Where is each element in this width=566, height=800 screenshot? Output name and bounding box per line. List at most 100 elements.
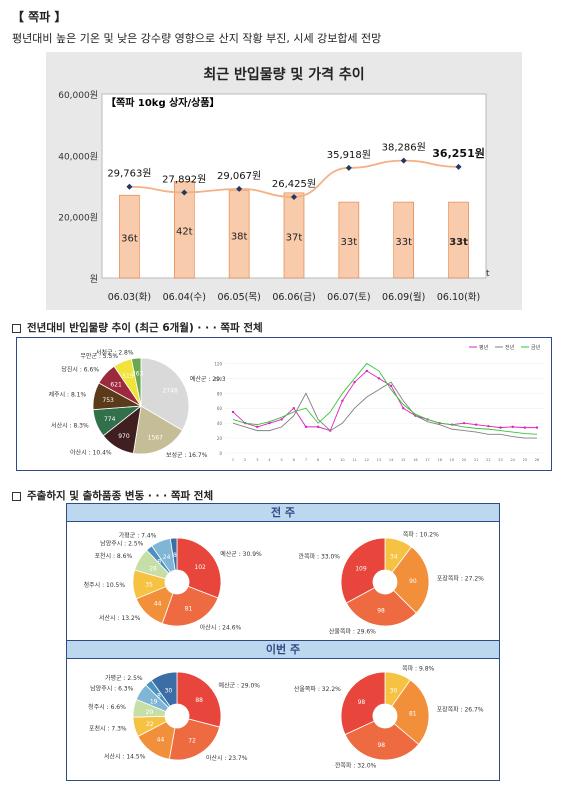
- legend-label: 평년: [479, 344, 489, 351]
- region-value: 753: [102, 397, 114, 404]
- region-label: 제주시 : 8.1%: [49, 391, 87, 399]
- series-point: [377, 377, 381, 380]
- origin-this-value: 44: [157, 737, 165, 744]
- region-value: 515: [122, 373, 134, 380]
- x-tick-label: 14: [389, 458, 394, 462]
- variety-last-value: 98: [377, 608, 385, 615]
- x-tick-label: 13: [377, 458, 381, 462]
- y-tick-label: 60: [217, 406, 223, 411]
- origin-last-value: 102: [194, 564, 206, 571]
- legend-label: 전년: [505, 344, 515, 351]
- region-slice: [130, 357, 142, 407]
- price-label: 27,892원: [162, 173, 206, 185]
- variety-last-label: 쪽파 : 10.2%: [403, 531, 439, 539]
- checkbox-icon: [12, 323, 21, 333]
- origin-last-slice: [176, 537, 222, 599]
- x-tick-label: 22: [486, 458, 490, 462]
- section-heading-text: 전년대비 반입물량 추이 (최근 6개월) · · · 쪽파 전체: [27, 322, 263, 334]
- bar-label: 36t: [121, 234, 138, 245]
- bar-label: 38t: [231, 231, 248, 242]
- x-tick-label: 20: [462, 458, 466, 462]
- origin-last-slice: [161, 585, 219, 627]
- x-tick-label: 06.03(화): [108, 292, 151, 303]
- variety-last-value: 90: [409, 578, 417, 585]
- series-line: [232, 381, 537, 439]
- series-point: [292, 407, 295, 410]
- variety-this-value: 81: [409, 710, 417, 717]
- variety-this-label: 쪽파 : 9.8%: [402, 664, 434, 672]
- variety-this-slice: [344, 720, 420, 761]
- x-tick-label: 12: [365, 458, 369, 462]
- x-tick-label: 16: [413, 458, 417, 462]
- origin-this-label: 아산시 : 23.7%: [206, 754, 248, 762]
- x-tick-label: 25: [523, 458, 527, 462]
- x-tick-label: 06.05(목): [217, 292, 260, 303]
- bar: [173, 181, 195, 279]
- x-tick-label: 1: [232, 458, 234, 462]
- origin-last-value: 35: [145, 582, 153, 589]
- x-tick-label: 21: [474, 458, 478, 462]
- legend-label: 금년: [531, 344, 541, 351]
- x-tick-label: 26: [535, 458, 539, 462]
- variety-this-label: 포장쪽파 : 26.7%: [437, 706, 484, 714]
- origin-variety-box: 전 주 이번 주 102 예산군 : 30.9% 81 아산시 : 24.6% 44 서산…: [66, 503, 500, 781]
- series-point: [499, 426, 502, 429]
- y-tick-label: 0: [219, 451, 222, 456]
- series-point: [231, 410, 235, 414]
- origin-last-label: 가평군 : 7.4%: [119, 532, 157, 540]
- origin-this-label: 서산시 : 14.5%: [104, 752, 146, 760]
- x-tick-label: 7: [305, 458, 307, 462]
- section-heading-origin: 주출하지 및 출하품종 변동 · · · 쪽파 전체: [12, 488, 213, 503]
- bar: [338, 201, 360, 279]
- origin-last-value: 81: [185, 605, 193, 612]
- variety-last-label: 산울쪽파 : 29.6%: [329, 627, 376, 635]
- price-marker: [291, 193, 297, 200]
- checkbox-icon: [12, 491, 21, 501]
- x-tick-label: 06.06(금): [272, 292, 315, 303]
- y-tick-label: 60,000원: [58, 90, 98, 101]
- bar-label: 37t: [286, 232, 303, 243]
- bar: [283, 192, 305, 279]
- y-tick-label: 80: [217, 391, 223, 396]
- price-label: 29,067원: [217, 170, 261, 182]
- region-label: 보성군 : 16.7%: [166, 451, 208, 459]
- price-label: 26,425원: [272, 178, 316, 190]
- price-label: 35,918원: [327, 149, 371, 161]
- region-value: 774: [104, 416, 116, 423]
- region-label: 서천군 : 2.8%: [96, 348, 134, 356]
- series-line: [232, 362, 538, 435]
- variety-last-label: 포장쪽파 : 27.2%: [437, 574, 484, 582]
- y-tick-label: 20: [217, 436, 223, 441]
- variety-last-label: 깐쪽파 : 33.0%: [299, 552, 341, 560]
- x-tick-label: 23: [498, 458, 502, 462]
- series-point: [487, 424, 490, 428]
- series-point: [523, 426, 527, 429]
- series-point: [316, 425, 320, 429]
- region-label: 서산시 : 8.3%: [51, 422, 89, 430]
- price-marker: [181, 189, 188, 196]
- variety-this-value: 98: [358, 699, 366, 706]
- origin-last-value: 28: [149, 566, 157, 573]
- variety-this-slice: [340, 671, 386, 736]
- series-point: [341, 399, 344, 402]
- section-heading-volume: 전년대비 반입물량 추이 (최근 6개월) · · · 쪽파 전체: [12, 320, 263, 335]
- origin-this-slice: [176, 671, 222, 728]
- origin-this-slice: [150, 671, 178, 707]
- origin-this-value: 72: [188, 738, 196, 745]
- x-tick-label: 4: [268, 458, 271, 462]
- series-point: [389, 384, 393, 388]
- bar-label: 33t: [395, 237, 412, 248]
- variety-this-value: 98: [377, 742, 385, 749]
- variety-last-slice: [340, 537, 386, 604]
- origin-last-value: 8: [157, 558, 161, 565]
- origin-last-value: 8: [173, 552, 177, 559]
- y-tick-label: 원: [90, 274, 98, 285]
- x-tick-label: 15: [401, 458, 405, 462]
- price-marker: [236, 185, 243, 192]
- variety-this-label: 산울쪽파 : 32.2%: [294, 685, 341, 693]
- origin-last-label: 남양주시 : 2.5%: [100, 539, 143, 547]
- origin-last-label: 예산군 : 30.9%: [220, 550, 262, 558]
- origin-last-label: 아산시 : 24.6%: [200, 623, 242, 631]
